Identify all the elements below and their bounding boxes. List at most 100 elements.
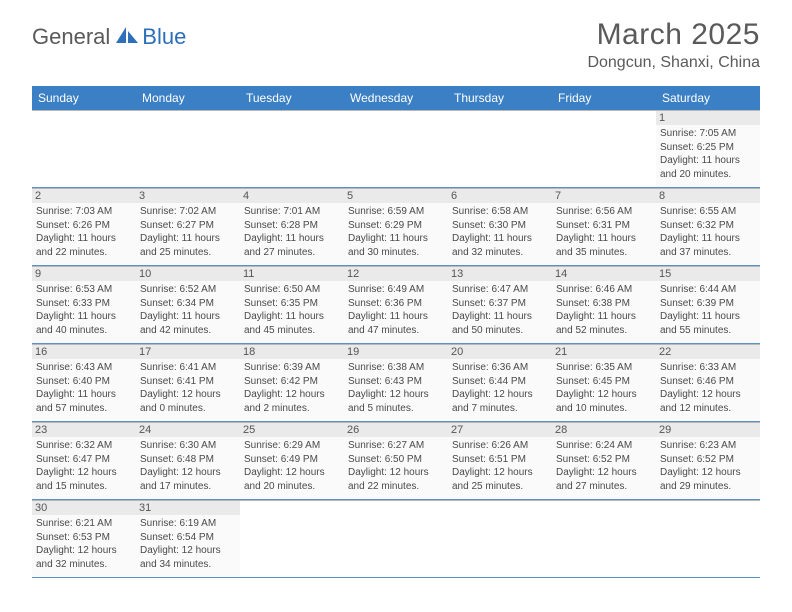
daylight-text: Daylight: 12 hours and 10 minutes.: [556, 388, 652, 415]
day-number: 24: [136, 423, 240, 437]
daylight-text: Daylight: 11 hours and 20 minutes.: [660, 154, 756, 181]
daylight-text: Daylight: 12 hours and 15 minutes.: [36, 466, 132, 493]
calendar-cell: 23 Sunrise: 6:32 AMSunset: 6:47 PMDayligh…: [32, 422, 136, 500]
weekday-header: Saturday: [656, 86, 760, 110]
sunrise-text: Sunrise: 7:02 AM: [140, 205, 236, 219]
calendar-body: 1Sunrise: 7:05 AMSunset: 6:25 PMDaylight…: [32, 110, 760, 578]
sunset-text: Sunset: 6:27 PM: [140, 219, 236, 233]
sunrise-text: Sunrise: 6:59 AM: [348, 205, 444, 219]
day-number: 28: [552, 423, 656, 437]
daylight-text: Daylight: 12 hours and 20 minutes.: [244, 466, 340, 493]
calendar-cell: 16Sunrise: 6:43 AMSunset: 6:40 PMDayligh…: [32, 344, 136, 422]
daylight-text: Daylight: 11 hours and 25 minutes.: [140, 232, 236, 259]
day-number: 7: [552, 189, 656, 203]
calendar-cell-empty: [344, 110, 448, 188]
calendar-cell-empty: [448, 110, 552, 188]
sunset-text: Sunset: 6:46 PM: [660, 375, 756, 389]
sunrise-text: Sunrise: 6:23 AM: [660, 439, 756, 453]
daylight-text: Daylight: 11 hours and 30 minutes.: [348, 232, 444, 259]
sunrise-text: Sunrise: 6:58 AM: [452, 205, 548, 219]
calendar-cell: 13Sunrise: 6:47 AMSunset: 6:37 PMDayligh…: [448, 266, 552, 344]
day-number: 26: [344, 423, 448, 437]
sunrise-text: Sunrise: 6:46 AM: [556, 283, 652, 297]
calendar-cell-empty: [656, 500, 760, 578]
day-number: 30: [32, 501, 136, 515]
sunset-text: Sunset: 6:36 PM: [348, 297, 444, 311]
calendar-cell: 21Sunrise: 6:35 AMSunset: 6:45 PMDayligh…: [552, 344, 656, 422]
daylight-text: Daylight: 11 hours and 55 minutes.: [660, 310, 756, 337]
day-number: 1: [656, 111, 760, 125]
sunset-text: Sunset: 6:54 PM: [140, 531, 236, 545]
location-subtitle: Dongcun, Shanxi, China: [587, 54, 760, 72]
day-number: 14: [552, 267, 656, 281]
sunset-text: Sunset: 6:39 PM: [660, 297, 756, 311]
day-number: 6: [448, 189, 552, 203]
calendar-cell: 31Sunrise: 6:19 AMSunset: 6:54 PMDayligh…: [136, 500, 240, 578]
daylight-text: Daylight: 11 hours and 50 minutes.: [452, 310, 548, 337]
sunset-text: Sunset: 6:32 PM: [660, 219, 756, 233]
sunrise-text: Sunrise: 6:55 AM: [660, 205, 756, 219]
sunset-text: Sunset: 6:26 PM: [36, 219, 132, 233]
daylight-text: Daylight: 11 hours and 52 minutes.: [556, 310, 652, 337]
calendar-cell: 26Sunrise: 6:27 AMSunset: 6:50 PMDayligh…: [344, 422, 448, 500]
sunrise-text: Sunrise: 6:26 AM: [452, 439, 548, 453]
calendar-cell: 7Sunrise: 6:56 AMSunset: 6:31 PMDaylight…: [552, 188, 656, 266]
calendar-cell: 18Sunrise: 6:39 AMSunset: 6:42 PMDayligh…: [240, 344, 344, 422]
calendar-cell: 28Sunrise: 6:24 AMSunset: 6:52 PMDayligh…: [552, 422, 656, 500]
sunrise-text: Sunrise: 6:49 AM: [348, 283, 444, 297]
sunset-text: Sunset: 6:51 PM: [452, 453, 548, 467]
daylight-text: Daylight: 11 hours and 42 minutes.: [140, 310, 236, 337]
sunset-text: Sunset: 6:44 PM: [452, 375, 548, 389]
weekday-header: Tuesday: [240, 86, 344, 110]
day-number: 27: [448, 423, 552, 437]
title-block: March 2025 Dongcun, Shanxi, China: [587, 18, 760, 72]
sunrise-text: Sunrise: 6:56 AM: [556, 205, 652, 219]
daylight-text: Daylight: 11 hours and 45 minutes.: [244, 310, 340, 337]
calendar-cell: 30 Sunrise: 6:21 AMSunset: 6:53 PMDayligh…: [32, 500, 136, 578]
sunset-text: Sunset: 6:29 PM: [348, 219, 444, 233]
daylight-text: Daylight: 11 hours and 57 minutes.: [36, 388, 132, 415]
sunset-text: Sunset: 6:47 PM: [36, 453, 132, 467]
day-number: 15: [656, 267, 760, 281]
sunset-text: Sunset: 6:31 PM: [556, 219, 652, 233]
day-number: 12: [344, 267, 448, 281]
sunset-text: Sunset: 6:42 PM: [244, 375, 340, 389]
day-number: 2: [32, 189, 136, 203]
sunrise-text: Sunrise: 6:53 AM: [36, 283, 132, 297]
calendar-cell: 19Sunrise: 6:38 AMSunset: 6:43 PMDayligh…: [344, 344, 448, 422]
sunrise-text: Sunrise: 6:47 AM: [452, 283, 548, 297]
day-number: 11: [240, 267, 344, 281]
day-number: 25: [240, 423, 344, 437]
sunrise-text: Sunrise: 6:19 AM: [140, 517, 236, 531]
daylight-text: Daylight: 12 hours and 27 minutes.: [556, 466, 652, 493]
sunrise-text: Sunrise: 6:44 AM: [660, 283, 756, 297]
sunset-text: Sunset: 6:53 PM: [36, 531, 132, 545]
daylight-text: Daylight: 11 hours and 27 minutes.: [244, 232, 340, 259]
sunrise-text: Sunrise: 7:01 AM: [244, 205, 340, 219]
calendar: SundayMondayTuesdayWednesdayThursdayFrid…: [32, 86, 760, 578]
sunrise-text: Sunrise: 6:32 AM: [36, 439, 132, 453]
daylight-text: Daylight: 12 hours and 0 minutes.: [140, 388, 236, 415]
sunset-text: Sunset: 6:50 PM: [348, 453, 444, 467]
day-number: 20: [448, 345, 552, 359]
day-number: 23: [32, 423, 136, 437]
sunrise-text: Sunrise: 6:39 AM: [244, 361, 340, 375]
weekday-header: Sunday: [32, 86, 136, 110]
daylight-text: Daylight: 11 hours and 47 minutes.: [348, 310, 444, 337]
calendar-header-row: SundayMondayTuesdayWednesdayThursdayFrid…: [32, 86, 760, 110]
calendar-cell: 4Sunrise: 7:01 AMSunset: 6:28 PMDaylight…: [240, 188, 344, 266]
day-number: 22: [656, 345, 760, 359]
day-number: 19: [344, 345, 448, 359]
calendar-cell: 10Sunrise: 6:52 AMSunset: 6:34 PMDayligh…: [136, 266, 240, 344]
daylight-text: Daylight: 12 hours and 32 minutes.: [36, 544, 132, 571]
sunset-text: Sunset: 6:37 PM: [452, 297, 548, 311]
day-number: 10: [136, 267, 240, 281]
daylight-text: Daylight: 11 hours and 37 minutes.: [660, 232, 756, 259]
daylight-text: Daylight: 12 hours and 29 minutes.: [660, 466, 756, 493]
calendar-cell-empty: [136, 110, 240, 188]
calendar-cell: 1Sunrise: 7:05 AMSunset: 6:25 PMDaylight…: [656, 110, 760, 188]
calendar-cell: 6Sunrise: 6:58 AMSunset: 6:30 PMDaylight…: [448, 188, 552, 266]
day-number: 16: [32, 345, 136, 359]
sunrise-text: Sunrise: 6:21 AM: [36, 517, 132, 531]
daylight-text: Daylight: 11 hours and 22 minutes.: [36, 232, 132, 259]
